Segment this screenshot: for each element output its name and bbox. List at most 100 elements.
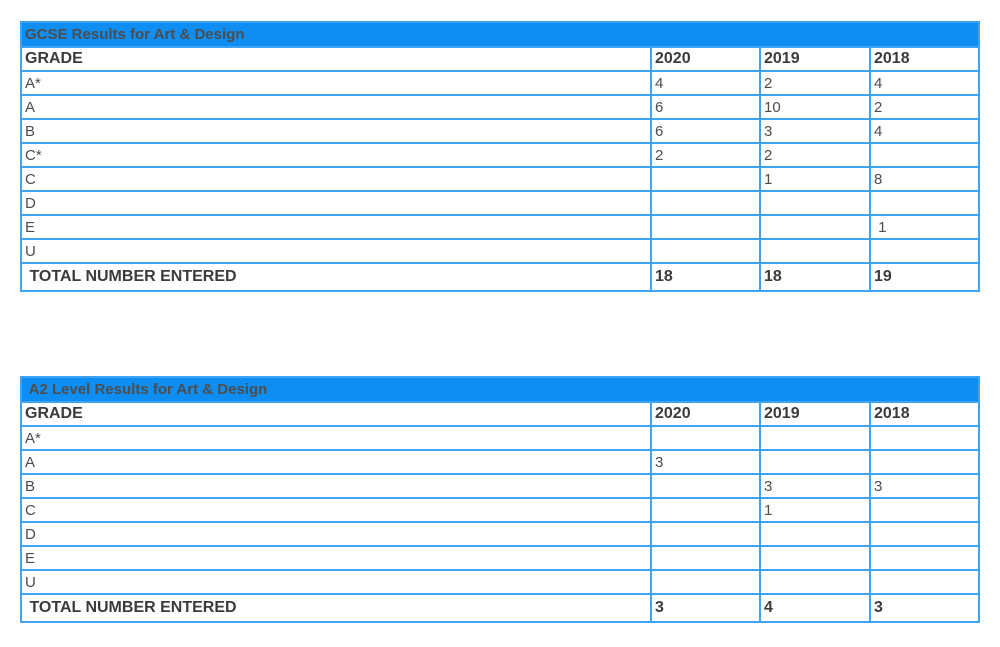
value-cell xyxy=(650,497,761,523)
a2-title-row: A2 Level Results for Art & Design xyxy=(19,376,981,403)
gcse-header-row: GRADE 2020 2019 2018 xyxy=(20,46,981,72)
a2-header-row: GRADE 2020 2019 2018 xyxy=(20,401,981,427)
value-cell xyxy=(759,521,871,547)
total-value-cell: 4 xyxy=(759,593,871,623)
table-title: GCSE Results for Art & Design xyxy=(19,21,981,48)
gcse-results-table: GCSE Results for Art & Design GRADE 2020… xyxy=(19,21,981,292)
grade-cell: A xyxy=(20,449,652,475)
value-cell xyxy=(650,425,761,451)
value-cell xyxy=(759,569,871,595)
gcse-title-row: GCSE Results for Art & Design xyxy=(19,21,981,48)
column-header-grade: GRADE xyxy=(20,401,652,427)
value-cell: 2 xyxy=(868,94,981,120)
value-cell: 2 xyxy=(759,70,871,96)
column-header-2018: 2018 xyxy=(868,46,981,72)
value-cell xyxy=(759,425,871,451)
grade-cell: C xyxy=(20,497,652,523)
value-cell: 4 xyxy=(868,118,981,144)
table-row: B 6 3 4 xyxy=(20,118,981,144)
total-label: TOTAL NUMBER ENTERED xyxy=(20,593,652,623)
value-cell: 1 xyxy=(759,497,871,523)
grade-cell: C xyxy=(20,166,652,192)
value-cell: 3 xyxy=(759,473,871,499)
table-row: D xyxy=(20,521,981,547)
grade-cell: D xyxy=(20,521,652,547)
grade-cell: D xyxy=(20,190,652,216)
column-header-2018: 2018 xyxy=(868,401,981,427)
value-cell xyxy=(868,190,981,216)
grade-cell: A* xyxy=(20,425,652,451)
table-row: E xyxy=(20,545,981,571)
value-cell xyxy=(650,214,761,240)
value-cell xyxy=(868,569,981,595)
value-cell xyxy=(650,190,761,216)
value-cell: 2 xyxy=(650,142,761,168)
a2-results-table: A2 Level Results for Art & Design GRADE … xyxy=(19,376,981,623)
value-cell: 3 xyxy=(650,449,761,475)
value-cell xyxy=(759,545,871,571)
table-title: A2 Level Results for Art & Design xyxy=(19,376,981,403)
total-value-cell: 19 xyxy=(868,262,981,292)
total-row: TOTAL NUMBER ENTERED 3 4 3 xyxy=(20,593,981,623)
total-label: TOTAL NUMBER ENTERED xyxy=(20,262,652,292)
value-cell xyxy=(868,449,981,475)
table-row: U xyxy=(20,238,981,264)
grade-cell: C* xyxy=(20,142,652,168)
grade-cell: A xyxy=(20,94,652,120)
value-cell: 6 xyxy=(650,118,761,144)
column-header-2019: 2019 xyxy=(759,401,871,427)
value-cell xyxy=(650,545,761,571)
value-cell: 4 xyxy=(650,70,761,96)
table-row: A* xyxy=(20,425,981,451)
column-header-2020: 2020 xyxy=(650,401,761,427)
value-cell xyxy=(868,545,981,571)
column-header-2019: 2019 xyxy=(759,46,871,72)
value-cell xyxy=(759,449,871,475)
table-row: E 1 xyxy=(20,214,981,240)
value-cell: 8 xyxy=(868,166,981,192)
table-row: C 1 xyxy=(20,497,981,523)
table-row: U xyxy=(20,569,981,595)
table-row: A 3 xyxy=(20,449,981,475)
value-cell xyxy=(759,214,871,240)
total-value-cell: 3 xyxy=(650,593,761,623)
value-cell xyxy=(868,497,981,523)
value-cell xyxy=(868,142,981,168)
value-cell: 6 xyxy=(650,94,761,120)
value-cell: 3 xyxy=(868,473,981,499)
value-cell xyxy=(868,425,981,451)
grade-cell: E xyxy=(20,214,652,240)
value-cell: 2 xyxy=(759,142,871,168)
grade-cell: B xyxy=(20,118,652,144)
grade-cell: U xyxy=(20,238,652,264)
grade-cell: E xyxy=(20,545,652,571)
table-row: A* 4 2 4 xyxy=(20,70,981,96)
value-cell xyxy=(650,473,761,499)
grade-cell: B xyxy=(20,473,652,499)
value-cell xyxy=(650,238,761,264)
total-row: TOTAL NUMBER ENTERED 18 18 19 xyxy=(20,262,981,292)
value-cell: 1 xyxy=(868,214,981,240)
table-row: A 6 10 2 xyxy=(20,94,981,120)
total-value-cell: 18 xyxy=(759,262,871,292)
value-cell xyxy=(650,166,761,192)
table-row: B 3 3 xyxy=(20,473,981,499)
column-header-2020: 2020 xyxy=(650,46,761,72)
grade-cell: A* xyxy=(20,70,652,96)
grade-cell: U xyxy=(20,569,652,595)
total-value-cell: 3 xyxy=(868,593,981,623)
value-cell: 1 xyxy=(759,166,871,192)
total-value-cell: 18 xyxy=(650,262,761,292)
value-cell: 4 xyxy=(868,70,981,96)
value-cell xyxy=(759,238,871,264)
column-header-grade: GRADE xyxy=(20,46,652,72)
table-row: C 1 8 xyxy=(20,166,981,192)
value-cell xyxy=(868,521,981,547)
value-cell xyxy=(650,569,761,595)
table-row: D xyxy=(20,190,981,216)
value-cell xyxy=(868,238,981,264)
value-cell: 3 xyxy=(759,118,871,144)
value-cell xyxy=(650,521,761,547)
value-cell xyxy=(759,190,871,216)
